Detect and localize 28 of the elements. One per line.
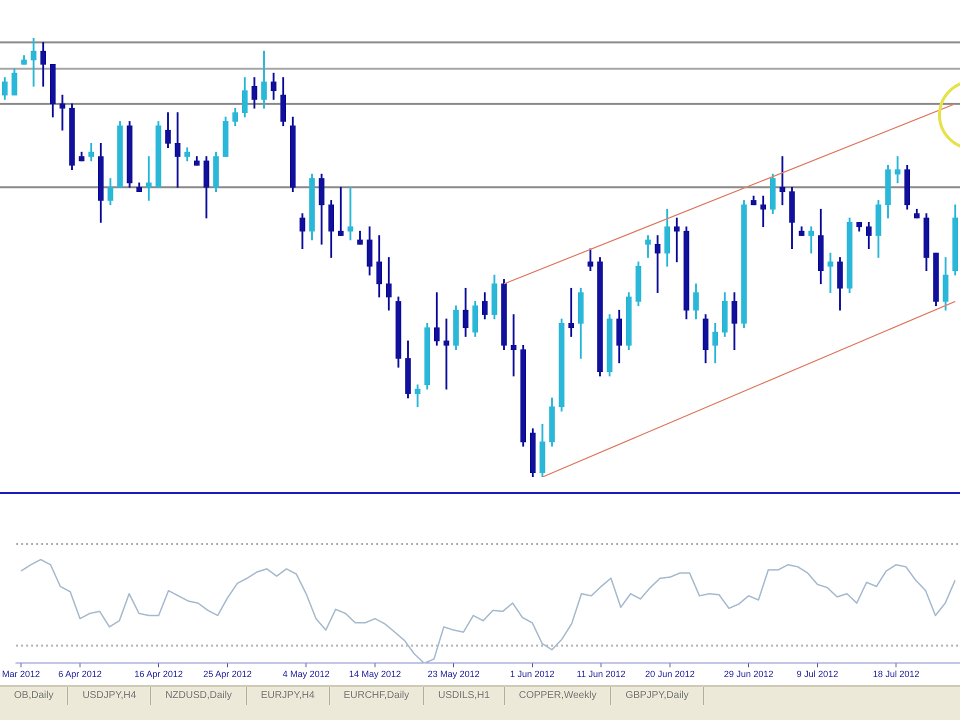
candlestick — [780, 156, 786, 206]
text: GBPJPY,Daily — [611, 687, 704, 705]
x-tick-label: 1 Jun 2012 — [510, 669, 555, 680]
text: USDJPY,H4 — [68, 687, 152, 705]
x-tick-label: 11 Jun 2012 — [576, 669, 626, 680]
x-tick-label: 4 May 2012 — [282, 669, 330, 680]
candlestick — [60, 94, 66, 131]
candlestick — [510, 314, 516, 376]
x-tick-label: 6 Apr 2012 — [58, 669, 102, 680]
x-tick-label: 20 Jun 2012 — [645, 669, 695, 680]
text: NZDUSD,Daily — [151, 687, 247, 705]
text: OB,Daily — [0, 687, 68, 705]
x-tick-label: 29 Jun 2012 — [724, 669, 774, 680]
x-tick-label: 18 Jul 2012 — [872, 669, 920, 680]
candlestick — [828, 252, 834, 293]
candlestick — [444, 318, 450, 390]
candlestick — [348, 186, 354, 240]
x-tick-label: 25 Apr 2012 — [203, 669, 252, 680]
x-tick-label: 16 Apr 2012 — [134, 669, 183, 680]
text: COPPER,Weekly — [504, 687, 612, 705]
text: EURCHF,Daily — [330, 687, 424, 705]
text: USDILS,H1 — [424, 687, 505, 705]
candlestick — [654, 235, 660, 293]
x-tick-label: Mar 2012 — [2, 669, 40, 680]
text: EURJPY,H4 — [246, 687, 330, 705]
x-tick-label: 23 May 2012 — [428, 669, 480, 680]
x-tick-label: 9 Jul 2012 — [796, 669, 838, 680]
x-tick-label: 14 May 2012 — [348, 669, 401, 680]
